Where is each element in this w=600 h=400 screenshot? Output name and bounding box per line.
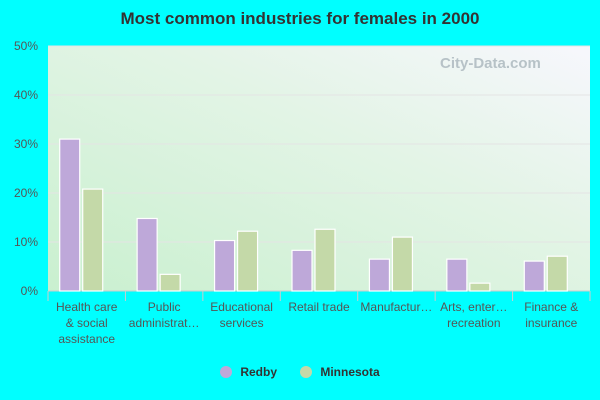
legend-label: Minnesota: [320, 365, 380, 379]
legend-item-minnesota: Minnesota: [300, 365, 380, 379]
x-category-label: Arts, enter…: [440, 300, 507, 314]
bar-redby: [213, 239, 236, 292]
bar-minnesota: [159, 273, 181, 292]
bar-redby: [291, 249, 313, 292]
bar-minnesota: [236, 230, 259, 292]
x-category-label: insurance: [525, 316, 577, 330]
legend-label: Redby: [240, 365, 277, 379]
x-category-label: Finance &: [524, 300, 578, 314]
bar-minnesota: [546, 255, 568, 292]
legend-item-redby: Redby: [220, 365, 277, 379]
y-tick-label: 20%: [14, 186, 38, 200]
x-category-label: & social: [66, 316, 108, 330]
x-category-label: services: [220, 316, 264, 330]
x-category-label: Public: [148, 300, 181, 314]
bar-minnesota: [82, 188, 104, 292]
x-category-label: Retail trade: [288, 300, 350, 314]
x-category-label: Health care: [56, 300, 118, 314]
bar-redby: [523, 260, 545, 292]
legend-swatch: [300, 366, 313, 378]
bar-minnesota: [469, 282, 491, 292]
x-category-label: recreation: [447, 316, 500, 330]
bar-minnesota: [314, 228, 336, 292]
x-category-label: Educational: [210, 300, 273, 314]
x-category-label: assistance: [58, 332, 115, 346]
y-tick-label: 10%: [14, 235, 38, 249]
bar-redby: [136, 217, 158, 292]
chart-title: Most common industries for females in 20…: [120, 9, 480, 28]
x-category-label: administrat…: [129, 316, 200, 330]
bar-redby: [446, 258, 468, 292]
bar-redby: [368, 258, 391, 292]
y-tick-label: 50%: [14, 39, 38, 53]
watermark: City-Data.com: [440, 55, 541, 72]
legend: Redby Minnesota: [0, 365, 600, 381]
x-category-label: Manufactur…: [360, 300, 432, 314]
y-tick-label: 30%: [14, 137, 38, 151]
y-tick-label: 40%: [14, 88, 38, 102]
bar-redby: [59, 138, 81, 292]
bar-minnesota: [391, 236, 414, 292]
legend-swatch: [220, 366, 233, 378]
y-tick-label: 0%: [21, 284, 39, 298]
